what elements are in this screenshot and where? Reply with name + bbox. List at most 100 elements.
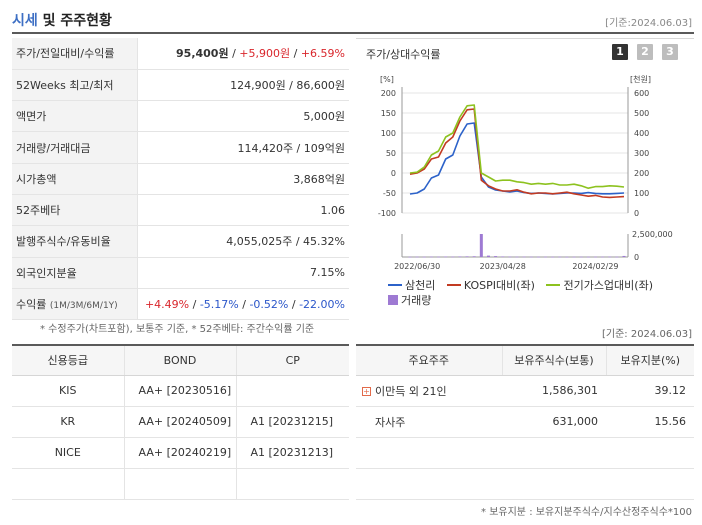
- cp-cell: A1 [20231215]: [236, 406, 349, 438]
- volume-bar: [558, 256, 562, 258]
- chart-divider: [356, 38, 694, 39]
- cp-cell: [236, 375, 349, 407]
- legend-item-samchully[interactable]: 삼천리: [388, 278, 435, 293]
- right-tick-label: 300: [634, 149, 649, 158]
- holder-shares: [502, 437, 606, 469]
- right-tick-label: 100: [634, 189, 649, 198]
- legend-label: 삼천리: [405, 279, 436, 292]
- right-tick-label: 400: [634, 129, 649, 138]
- holder-name-cell: + 이만득 외 21인: [356, 375, 502, 407]
- volume-bar: [451, 256, 455, 258]
- return-1y: -22.00%: [299, 297, 345, 311]
- holder-pct: 15.56: [606, 406, 694, 438]
- column-header: 보유주식수(보통): [502, 344, 607, 376]
- chart-legend: 삼천리 KOSPI대비(좌) 전기가스업대비(좌) 거래량: [388, 276, 688, 308]
- current-price: 95,400원: [176, 47, 229, 61]
- column-header: CP: [236, 344, 349, 376]
- legend-swatch: [546, 284, 561, 286]
- return-1m: +4.49%: [144, 297, 190, 311]
- table-row: 자사주 631,000 15.56: [356, 406, 694, 438]
- volume-bar: [586, 256, 590, 258]
- row-value: 3,868억원: [137, 163, 349, 195]
- holder-shares: 1,586,301: [502, 375, 606, 407]
- left-tick-label: 100: [381, 129, 396, 138]
- holder-shares: 631,000: [502, 406, 606, 438]
- legend-label: 거래량: [401, 294, 432, 307]
- holder-name: [356, 468, 502, 500]
- section-title: 시세 및 주주현황: [12, 10, 112, 30]
- table-row: 외국인지분율 7.15%: [12, 257, 349, 289]
- volume-bar: [544, 256, 548, 258]
- title-rest: 및 주주현황: [37, 13, 112, 29]
- returns-label: 수익률: [16, 298, 47, 312]
- major-shareholders-table: 주요주주 보유주식수(보통) 보유지분(%) + 이만득 외 21인 1,586,…: [356, 344, 694, 500]
- bond-cell: AA+ [20240219]: [124, 437, 237, 469]
- volume-bar: [608, 256, 612, 258]
- left-axis-unit: [%]: [380, 75, 394, 84]
- volume-bar: [536, 256, 540, 258]
- volume-bar: [465, 256, 469, 257]
- row-label: 시가총액: [12, 163, 138, 195]
- row-label: 52Weeks 최고/최저: [12, 69, 138, 102]
- separator: /: [238, 297, 250, 311]
- legend-item-volume[interactable]: 거래량: [388, 293, 431, 308]
- holder-name: 자사주: [356, 406, 502, 438]
- left-tick-label: -100: [378, 209, 396, 218]
- chart-title: 주가/상대수익률: [366, 48, 441, 61]
- volume-bar: [601, 256, 605, 258]
- row-label: 수익률 (1M/3M/6M/1Y): [12, 288, 138, 321]
- row-label: 발행주식수/유동비율: [12, 225, 138, 258]
- chart-panel: 주가/상대수익률 1 2 3 [%] [천원] 200 600 150 500 100 400…: [356, 38, 694, 308]
- reference-date: [기준:2024.06.03]: [605, 18, 692, 29]
- agency-cell: [12, 468, 125, 500]
- right-tick-label: 0: [634, 209, 639, 218]
- footnote-basis: * 수정주가(차트포함), 보통주 기준, * 52주베타: 주간수익률 기준: [40, 324, 315, 335]
- separator: /: [290, 47, 301, 61]
- right-axis-unit: [천원]: [630, 74, 651, 84]
- table-row: 액면가 5,000원: [12, 100, 349, 133]
- table-row: [12, 468, 349, 500]
- volume-bar: [522, 256, 526, 258]
- table-row: [356, 468, 694, 500]
- separator: /: [288, 297, 300, 311]
- bond-cell: AA+ [20240509]: [124, 406, 237, 438]
- footnote-holding: * 보유지분 : 보유지분주식수/지수산정주식수*100: [481, 507, 692, 518]
- row-label: 외국인지분율: [12, 257, 138, 289]
- legend-swatch: [446, 284, 461, 286]
- holder-pct: [606, 437, 694, 469]
- legend-item-kospi[interactable]: KOSPI대비(좌): [446, 278, 535, 293]
- holder-name: [356, 437, 502, 469]
- legend-item-utility-sector[interactable]: 전기가스업대비(좌): [546, 278, 653, 293]
- table-row: 52주베타 1.06: [12, 194, 349, 227]
- column-header: 신용등급: [12, 344, 125, 376]
- price-chart: [%] [천원] 200 600 150 500 100 400 50 300 0 200 -50 100…: [378, 74, 673, 271]
- agency-cell: NICE: [12, 437, 125, 469]
- column-header: BOND: [124, 344, 237, 376]
- volume-tick-label: 0: [634, 253, 639, 262]
- volume-bar: [529, 256, 533, 258]
- volume-bar: [501, 256, 505, 258]
- volume-bar: [565, 256, 569, 258]
- chart-page-1-button[interactable]: 1: [612, 44, 628, 60]
- row-label: 주가/전일대비/수익률: [12, 38, 138, 70]
- x-tick-label: 2023/04/28: [480, 262, 526, 271]
- legend-swatch: [388, 295, 398, 305]
- agency-cell: KR: [12, 406, 125, 438]
- row-label: 액면가: [12, 100, 138, 133]
- chart-page-3-button[interactable]: 3: [662, 44, 678, 60]
- column-header: 보유지분(%): [606, 344, 694, 376]
- right-tick-label: 600: [634, 89, 649, 98]
- row-label: 거래량/거래대금: [12, 131, 138, 164]
- title-accent: 시세: [12, 13, 38, 29]
- row-value: 114,420주 / 109억원: [137, 131, 349, 164]
- chart-page-2-button[interactable]: 2: [637, 44, 653, 60]
- volume-bar: [579, 256, 583, 258]
- right-tick-label: 200: [634, 169, 649, 178]
- left-tick-label: -50: [383, 189, 396, 198]
- series-line: [409, 122, 625, 195]
- expand-plus-icon[interactable]: +: [362, 387, 371, 396]
- volume-bar: [551, 256, 555, 258]
- price-table: 주가/전일대비/수익률 95,400원 / +5,900원 / +6.59% 5…: [12, 38, 349, 321]
- volume-bar: [622, 255, 626, 257]
- cp-cell: A1 [20231213]: [236, 437, 349, 469]
